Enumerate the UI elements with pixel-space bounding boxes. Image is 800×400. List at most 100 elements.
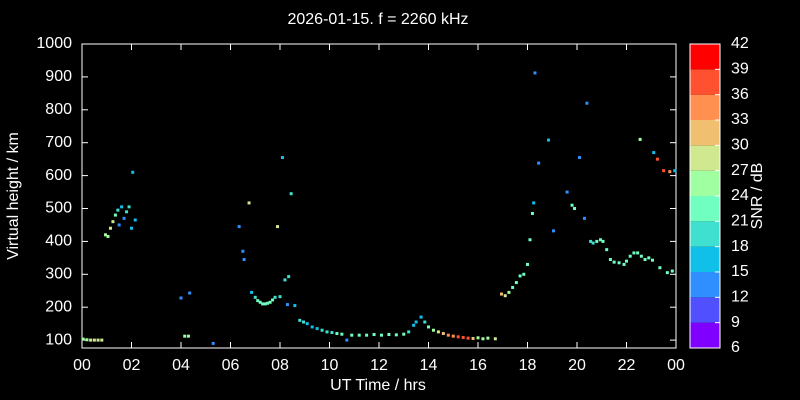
colorbar-tick-label: 12	[731, 289, 749, 306]
colorbar-tick-label: 18	[731, 238, 749, 255]
data-point	[345, 338, 349, 342]
data-point	[247, 201, 251, 205]
data-point	[673, 169, 677, 173]
data-point	[293, 304, 297, 308]
data-point	[365, 333, 369, 337]
y-tick-label: 800	[45, 101, 72, 118]
data-point	[258, 300, 262, 304]
data-point	[655, 157, 659, 161]
data-point	[302, 320, 306, 324]
data-point	[276, 225, 280, 229]
data-point	[278, 295, 282, 299]
x-tick-label: 06	[222, 357, 240, 374]
data-point	[599, 238, 603, 242]
data-point	[551, 229, 555, 233]
colorbar-tick-label: 21	[731, 213, 749, 230]
colorbar-tick-label: 24	[731, 187, 749, 204]
data-point	[211, 341, 215, 345]
data-point	[636, 251, 640, 255]
data-point	[419, 315, 423, 319]
colorbar-band	[690, 196, 720, 222]
colorbar-tick-label: 15	[731, 263, 749, 280]
colorbar-tick-label: 33	[731, 111, 749, 128]
data-point	[514, 281, 518, 285]
data-point	[493, 337, 497, 341]
x-tick-label: 16	[469, 357, 487, 374]
x-tick-label: 20	[568, 357, 586, 374]
data-point	[625, 259, 628, 263]
data-point	[573, 207, 577, 211]
data-point	[476, 336, 480, 340]
data-point	[486, 336, 490, 340]
data-point	[622, 262, 626, 266]
x-tick-label: 10	[321, 357, 339, 374]
data-point	[92, 338, 96, 342]
data-point	[330, 331, 334, 335]
data-point	[652, 151, 656, 155]
data-point	[617, 261, 621, 265]
data-point	[271, 298, 275, 302]
colorbar-tick-label: 6	[731, 339, 740, 356]
data-point	[577, 156, 581, 160]
chart-title: 2026-01-15. f = 2260 kHz	[287, 11, 468, 28]
data-point	[665, 271, 669, 275]
data-point	[100, 338, 104, 342]
colorbar-band	[690, 170, 720, 196]
data-point	[441, 332, 445, 336]
data-point	[242, 257, 246, 261]
data-point	[256, 299, 260, 303]
x-tick-label: 08	[271, 357, 289, 374]
y-tick-label: 200	[45, 298, 72, 315]
data-point	[628, 254, 632, 258]
data-point	[379, 333, 383, 337]
data-point	[188, 291, 192, 295]
data-point	[350, 333, 354, 337]
colorbar-band	[690, 94, 720, 120]
data-point	[335, 332, 339, 336]
data-point	[537, 161, 541, 165]
x-tick-label: 12	[370, 357, 388, 374]
colorbar-tick-label: 9	[731, 314, 740, 331]
data-point	[638, 137, 642, 141]
data-point	[547, 138, 551, 142]
data-point	[456, 335, 460, 339]
data-point	[533, 71, 537, 75]
data-point	[106, 234, 110, 238]
data-point	[507, 290, 511, 294]
data-point	[116, 208, 120, 212]
y-axis-label: Virtual height / km	[5, 132, 22, 260]
data-point	[289, 192, 293, 196]
data-point	[287, 275, 291, 279]
data-point	[250, 290, 254, 294]
data-point	[511, 285, 515, 289]
data-point	[130, 226, 133, 230]
colorbar-label: SNR / dB	[749, 163, 766, 230]
data-point	[451, 334, 455, 338]
data-point	[179, 296, 183, 300]
data-point	[372, 333, 376, 337]
colorbar-band	[690, 221, 720, 247]
data-point	[431, 328, 435, 332]
data-point	[402, 332, 406, 336]
y-tick-label: 600	[45, 167, 72, 184]
data-point	[466, 336, 470, 340]
colorbar-band	[690, 246, 720, 272]
x-tick-label: 18	[519, 357, 537, 374]
data-point	[643, 257, 647, 261]
y-tick-label: 700	[45, 134, 72, 151]
data-point	[120, 205, 124, 209]
data-point	[310, 325, 314, 329]
data-point	[125, 210, 129, 214]
data-point	[407, 330, 411, 334]
data-point	[273, 295, 277, 299]
data-point	[186, 334, 190, 338]
data-point	[320, 328, 324, 332]
data-point	[111, 220, 115, 224]
colorbar-band	[690, 145, 720, 171]
colorbar-tick-label: 30	[731, 137, 749, 154]
data-point	[526, 262, 529, 266]
data-point	[532, 201, 536, 205]
data-point	[632, 251, 636, 255]
x-tick-label: 00	[667, 357, 685, 374]
